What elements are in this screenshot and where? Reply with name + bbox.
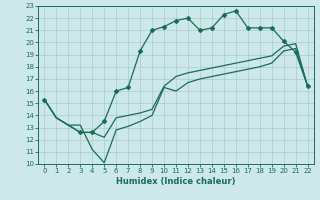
- X-axis label: Humidex (Indice chaleur): Humidex (Indice chaleur): [116, 177, 236, 186]
